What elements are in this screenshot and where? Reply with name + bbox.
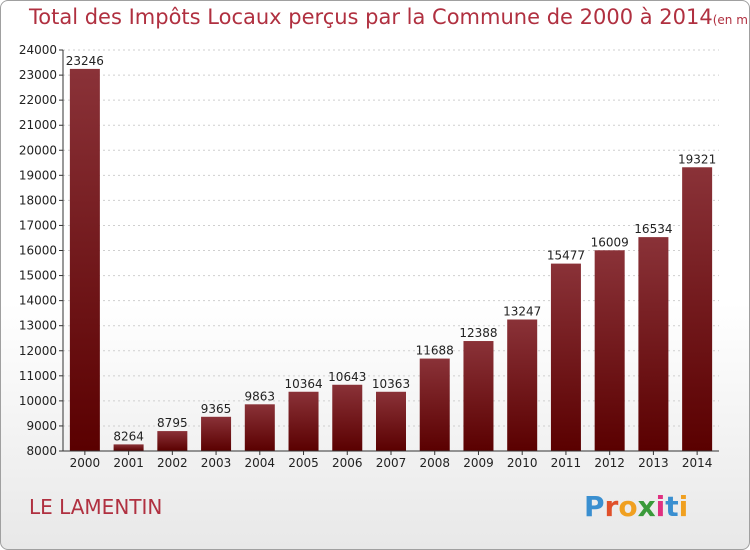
y-tick-label: 8000 (26, 444, 57, 458)
data-label-2013: 16534 (634, 222, 672, 236)
data-label-2002: 8795 (157, 416, 188, 430)
bar-2013 (638, 237, 669, 451)
x-tick-label-2004: 2004 (245, 456, 276, 470)
bar-2002 (157, 431, 188, 451)
y-tick-label: 24000 (19, 43, 57, 57)
x-tick-label-2012: 2012 (594, 456, 625, 470)
y-tick-label: 16000 (19, 244, 57, 258)
data-label-2014: 19321 (678, 152, 716, 166)
y-tick-label: 13000 (19, 319, 57, 333)
y-axis-ticks: 8000 9000 10000 11000 12000 13000 14000 15000 16… (19, 43, 63, 458)
proxiti-logo: Proxiti (584, 490, 688, 523)
x-axis-ticks: 2000 2001 2002 2003 2004 2005 2006 2007 2008 2009… (70, 451, 713, 470)
data-labels: 23246 8264 8795 9365 9863 10364 10643 10363 1168… (66, 54, 716, 443)
logo-letter: P (584, 490, 605, 523)
x-tick-label-2013: 2013 (638, 456, 669, 470)
data-label-2009: 12388 (459, 326, 497, 340)
data-label-2012: 16009 (591, 235, 629, 249)
y-tick-label: 18000 (19, 193, 57, 207)
commune-name: LE LAMENTIN (29, 495, 163, 519)
y-tick-label: 10000 (19, 394, 57, 408)
x-tick-label-2010: 2010 (507, 456, 538, 470)
bar-2008 (419, 358, 450, 451)
data-label-2000: 23246 (66, 54, 104, 68)
x-tick-label-2002: 2002 (157, 456, 188, 470)
data-label-2001: 8264 (113, 429, 144, 443)
data-label-2006: 10643 (328, 370, 366, 384)
y-tick-label: 9000 (26, 419, 57, 433)
x-tick-label-2003: 2003 (201, 456, 232, 470)
logo-letter: r (604, 490, 619, 523)
data-label-2003: 9365 (201, 402, 232, 416)
logo-letter: o (618, 490, 638, 523)
data-label-2007: 10363 (372, 377, 410, 391)
bar-2004 (244, 404, 275, 451)
x-tick-label-2008: 2008 (419, 456, 450, 470)
bar-2007 (376, 391, 406, 451)
data-label-2010: 13247 (503, 304, 541, 318)
bar-2001 (113, 444, 144, 451)
y-tick-label: 11000 (19, 369, 57, 383)
y-tick-label: 19000 (19, 168, 57, 182)
data-label-2008: 11688 (416, 344, 454, 358)
logo-letter: x (637, 490, 656, 523)
bar-2010 (507, 319, 538, 451)
bar-2000 (69, 68, 100, 451)
data-label-2005: 10364 (284, 377, 322, 391)
y-tick-label: 20000 (19, 143, 57, 157)
bar-2011 (550, 263, 581, 451)
title-unit: (en milliers d'€) (712, 13, 750, 27)
y-tick-label: 12000 (19, 344, 57, 358)
bar-2009 (463, 341, 494, 451)
logo-letter: i (678, 490, 689, 523)
x-tick-label-2011: 2011 (551, 456, 582, 470)
bar-2003 (201, 416, 232, 451)
data-label-2004: 9863 (245, 389, 276, 403)
y-tick-label: 22000 (19, 93, 57, 107)
x-tick-label-2005: 2005 (288, 456, 319, 470)
x-tick-label-2000: 2000 (70, 456, 101, 470)
x-tick-label-2014: 2014 (682, 456, 713, 470)
x-tick-label-2006: 2006 (332, 456, 363, 470)
bar-2012 (594, 250, 625, 451)
title-main: Total des Impôts Locaux perçus par la Co… (29, 5, 713, 29)
data-label-2011: 15477 (547, 249, 585, 263)
bars (69, 68, 713, 451)
logo-letter: i (655, 490, 666, 523)
y-tick-label: 14000 (19, 294, 57, 308)
bar-2014 (682, 167, 713, 451)
y-tick-label: 15000 (19, 269, 57, 283)
bar-2005 (288, 391, 319, 451)
y-tick-label: 17000 (19, 218, 57, 232)
x-tick-label-2001: 2001 (113, 456, 144, 470)
chart-title: Total des Impôts Locaux perçus par la Co… (29, 5, 750, 29)
bar-2006 (332, 384, 363, 451)
y-tick-label: 23000 (19, 68, 57, 82)
logo-letter: t (665, 490, 679, 523)
y-tick-label: 21000 (19, 118, 57, 132)
x-tick-label-2007: 2007 (376, 456, 407, 470)
x-tick-label-2009: 2009 (463, 456, 494, 470)
